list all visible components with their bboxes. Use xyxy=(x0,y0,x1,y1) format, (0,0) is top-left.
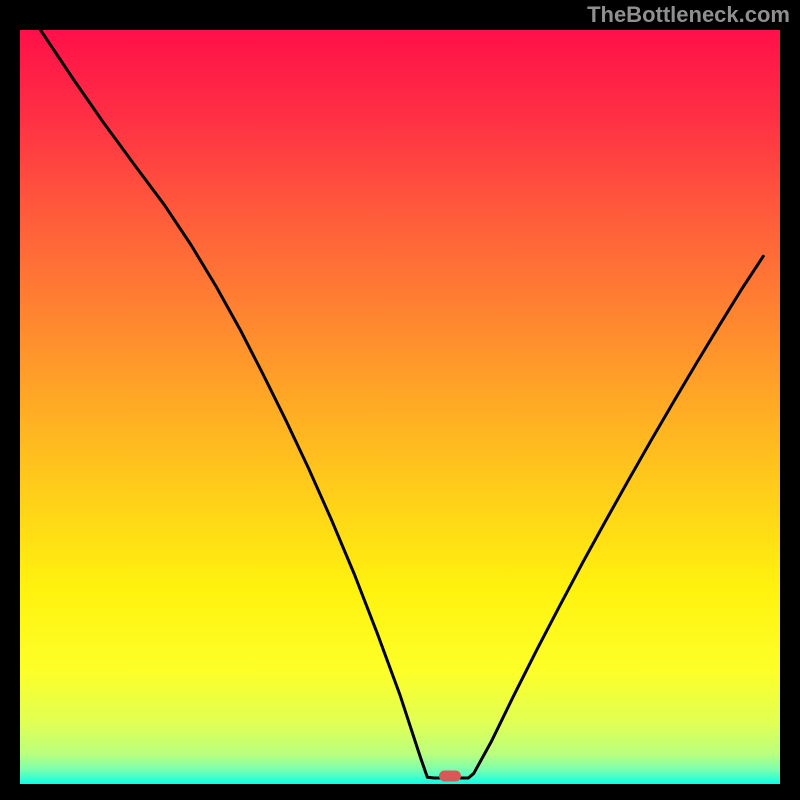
bottleneck-curve xyxy=(20,30,780,784)
optimal-point-marker xyxy=(439,771,461,782)
watermark-text: TheBottleneck.com xyxy=(587,2,790,28)
plot-area xyxy=(20,30,780,784)
chart-container: TheBottleneck.com xyxy=(0,0,800,800)
